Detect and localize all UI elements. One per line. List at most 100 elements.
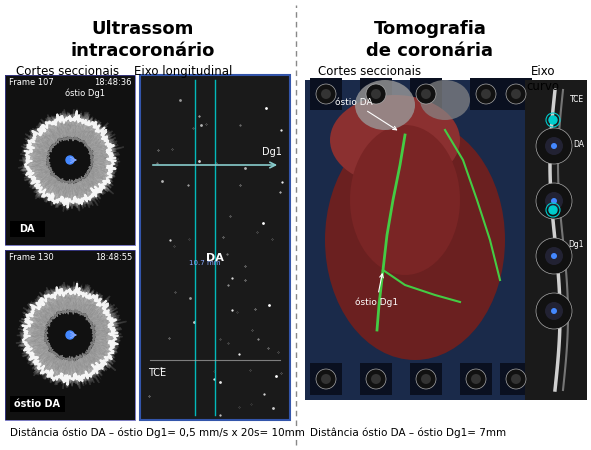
- Bar: [360, 78, 392, 110]
- Bar: [5, 250, 135, 420]
- Circle shape: [321, 89, 331, 99]
- Circle shape: [416, 84, 436, 104]
- Polygon shape: [17, 282, 126, 388]
- Circle shape: [549, 206, 557, 214]
- Text: 18:48:55: 18:48:55: [95, 253, 132, 262]
- Bar: [410, 78, 442, 110]
- Circle shape: [545, 137, 563, 155]
- Text: Ultrassom
intracoronário: Ultrassom intracoronário: [71, 20, 215, 60]
- Circle shape: [536, 238, 572, 274]
- Circle shape: [551, 308, 557, 314]
- Text: Distância óstio DA – óstio Dg1= 7mm: Distância óstio DA – óstio Dg1= 7mm: [310, 428, 506, 438]
- Bar: [527, 232, 582, 280]
- Circle shape: [511, 89, 521, 99]
- Ellipse shape: [330, 95, 460, 185]
- Circle shape: [466, 369, 486, 389]
- Bar: [310, 78, 342, 110]
- Circle shape: [66, 331, 74, 339]
- Bar: [305, 80, 525, 400]
- Text: Cortes seccionais: Cortes seccionais: [17, 65, 119, 78]
- Bar: [470, 78, 502, 110]
- Text: Frame 107: Frame 107: [9, 78, 54, 87]
- Circle shape: [551, 143, 557, 149]
- Bar: [140, 75, 290, 420]
- Ellipse shape: [325, 120, 505, 360]
- Bar: [5, 75, 135, 245]
- Bar: [410, 363, 442, 395]
- Circle shape: [536, 293, 572, 329]
- Ellipse shape: [350, 125, 460, 275]
- Text: óstio Dg1: óstio Dg1: [65, 89, 105, 99]
- Text: Distância óstio DA – óstio Dg1= 0,5 mm/s x 20s= 10mm: Distância óstio DA – óstio Dg1= 0,5 mm/s…: [10, 428, 305, 438]
- Circle shape: [366, 369, 386, 389]
- Bar: [527, 122, 582, 170]
- Circle shape: [536, 128, 572, 164]
- Bar: [525, 80, 587, 400]
- Circle shape: [66, 156, 74, 164]
- Circle shape: [316, 84, 336, 104]
- Text: Tomografia
de coronária: Tomografia de coronária: [366, 20, 493, 60]
- Circle shape: [551, 253, 557, 259]
- Text: 10.7 mm: 10.7 mm: [189, 260, 221, 266]
- Text: Eixo longitudinal: Eixo longitudinal: [134, 65, 232, 78]
- Polygon shape: [22, 284, 118, 385]
- Circle shape: [536, 183, 572, 219]
- Polygon shape: [20, 284, 119, 386]
- Circle shape: [545, 302, 563, 320]
- Text: TCE: TCE: [570, 95, 584, 104]
- Bar: [527, 177, 582, 225]
- Polygon shape: [22, 111, 117, 209]
- Bar: [5, 75, 135, 245]
- Text: óstio Dg1: óstio Dg1: [355, 274, 398, 307]
- Text: óstio DA: óstio DA: [335, 98, 397, 130]
- Polygon shape: [18, 113, 116, 205]
- Bar: [527, 287, 582, 335]
- Polygon shape: [44, 310, 96, 361]
- Circle shape: [506, 84, 526, 104]
- Ellipse shape: [355, 80, 415, 130]
- Text: DA: DA: [20, 224, 35, 234]
- Bar: [500, 78, 532, 110]
- Bar: [5, 250, 135, 420]
- Circle shape: [476, 84, 496, 104]
- Circle shape: [371, 89, 381, 99]
- Circle shape: [416, 369, 436, 389]
- Polygon shape: [18, 281, 122, 389]
- Bar: [360, 363, 392, 395]
- Text: Eixo
curvo: Eixo curvo: [527, 65, 560, 93]
- Circle shape: [371, 374, 381, 384]
- Circle shape: [545, 192, 563, 210]
- Text: 18:48:36: 18:48:36: [95, 78, 132, 87]
- Text: Cortes seccionais: Cortes seccionais: [319, 65, 421, 78]
- Polygon shape: [24, 111, 116, 207]
- Ellipse shape: [420, 80, 470, 120]
- Bar: [10, 221, 45, 237]
- Circle shape: [511, 374, 521, 384]
- Text: óstio DA: óstio DA: [14, 399, 60, 409]
- Bar: [10, 396, 65, 412]
- Polygon shape: [20, 109, 120, 212]
- Circle shape: [545, 247, 563, 265]
- Circle shape: [506, 369, 526, 389]
- Circle shape: [321, 374, 331, 384]
- Text: Dg1: Dg1: [569, 240, 584, 249]
- Text: TCE: TCE: [148, 368, 166, 378]
- Bar: [310, 363, 342, 395]
- Circle shape: [421, 89, 431, 99]
- Circle shape: [366, 84, 386, 104]
- Polygon shape: [16, 286, 118, 382]
- Text: Frame 130: Frame 130: [9, 253, 54, 262]
- Text: DA: DA: [573, 140, 584, 149]
- Circle shape: [551, 198, 557, 204]
- Circle shape: [549, 116, 557, 124]
- Bar: [140, 75, 290, 420]
- Circle shape: [471, 374, 481, 384]
- Circle shape: [421, 374, 431, 384]
- Circle shape: [481, 89, 491, 99]
- Bar: [460, 363, 492, 395]
- Text: Dg1: Dg1: [262, 147, 282, 157]
- Polygon shape: [47, 137, 94, 184]
- Polygon shape: [20, 285, 118, 383]
- Circle shape: [316, 369, 336, 389]
- Text: DA: DA: [206, 253, 224, 263]
